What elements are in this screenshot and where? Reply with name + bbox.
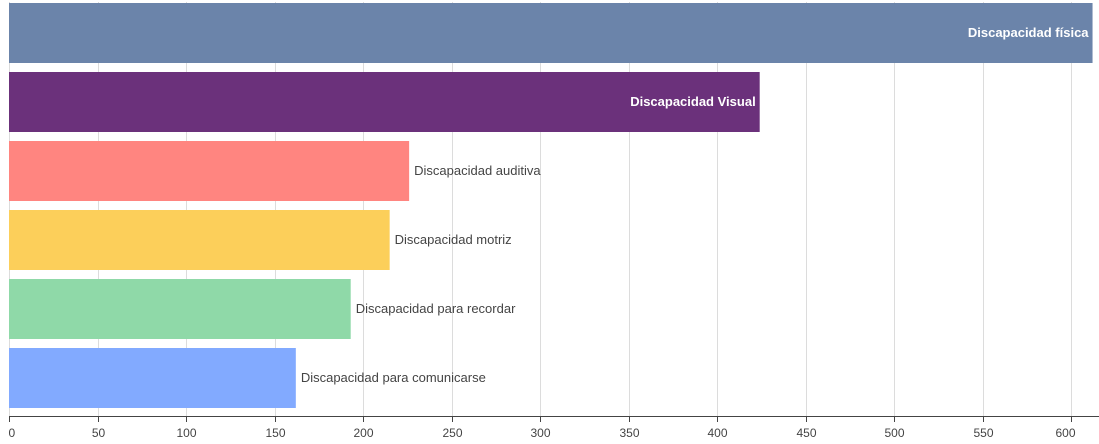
x-tick-label-300: 300 xyxy=(530,426,550,440)
bar-labels: Discapacidad física Discapacidad Visual Di… xyxy=(301,25,1089,385)
bar-label-3: Discapacidad auditiva xyxy=(414,163,541,178)
x-tick-label-450: 450 xyxy=(796,426,816,440)
x-axis: 0 50 100 150 200 250 300 350 400 450 500 550 600 xyxy=(9,416,1099,440)
x-tick-label-550: 550 xyxy=(973,426,993,440)
x-tick-label-50: 50 xyxy=(92,426,106,440)
bar-3 xyxy=(9,141,410,201)
bar-5 xyxy=(9,279,351,339)
bars xyxy=(9,3,1093,408)
x-tick-label-250: 250 xyxy=(442,426,462,440)
bar-label-5: Discapacidad para recordar xyxy=(356,301,516,316)
bar-2 xyxy=(9,72,760,132)
x-tick-label-400: 400 xyxy=(707,426,727,440)
x-tick-label-150: 150 xyxy=(265,426,285,440)
grid-lines xyxy=(9,2,1072,416)
x-tick-label-0: 0 xyxy=(9,426,16,440)
bar-6 xyxy=(9,348,296,408)
x-tick-label-200: 200 xyxy=(353,426,373,440)
bar-4 xyxy=(9,210,390,270)
x-tick-label-500: 500 xyxy=(884,426,904,440)
bar-label-1: Discapacidad física xyxy=(968,25,1089,40)
x-tick-label-100: 100 xyxy=(176,426,196,440)
x-tick-label-350: 350 xyxy=(619,426,639,440)
bar-label-6: Discapacidad para comunicarse xyxy=(301,370,486,385)
bar-1 xyxy=(9,3,1093,63)
bar-label-2: Discapacidad Visual xyxy=(630,94,756,109)
x-tick-label-600: 600 xyxy=(1055,426,1075,440)
bar-label-4: Discapacidad motriz xyxy=(395,232,512,247)
